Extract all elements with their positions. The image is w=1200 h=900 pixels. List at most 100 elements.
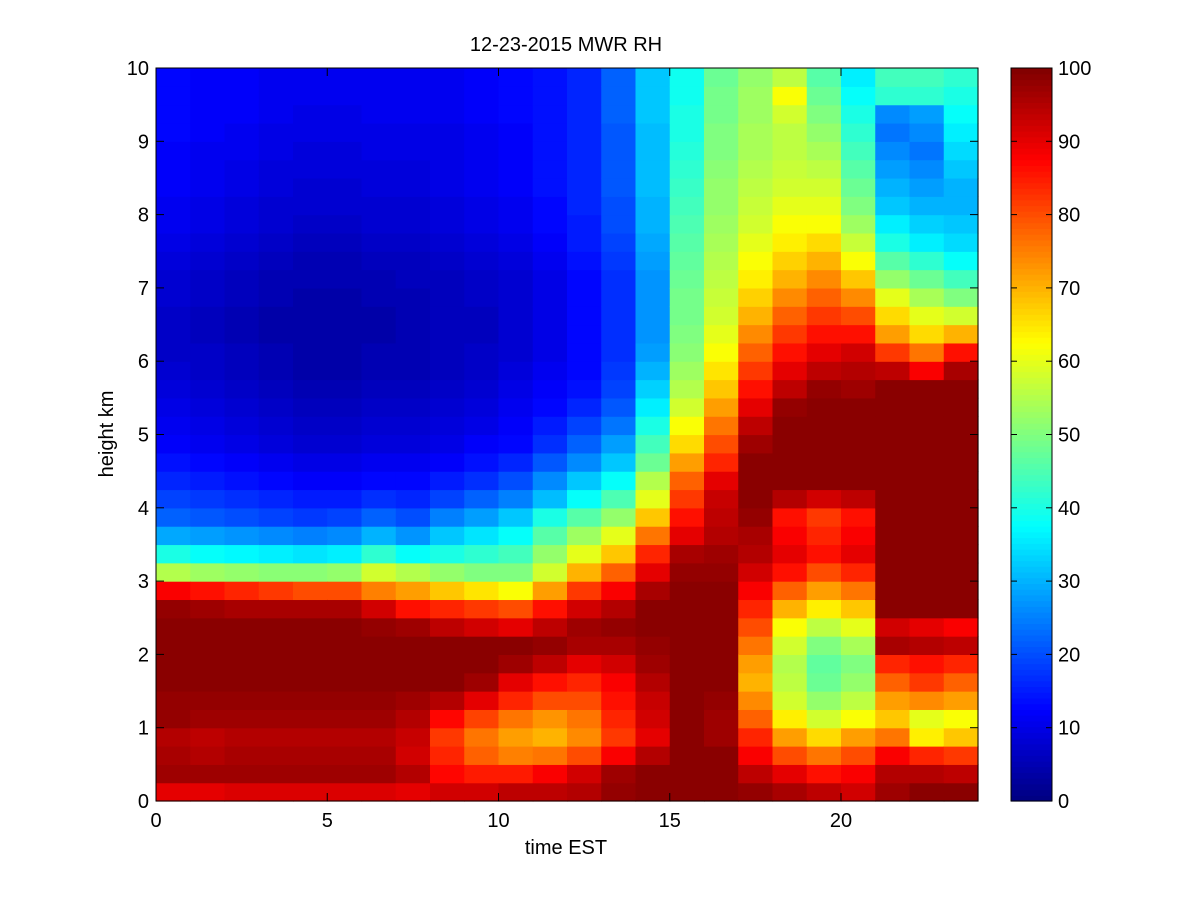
heatmap-cell xyxy=(772,269,808,289)
colorbar-swatch xyxy=(1011,234,1052,241)
heatmap-cell xyxy=(327,617,363,637)
heatmap-cell xyxy=(806,232,842,252)
heatmap-cell xyxy=(395,196,431,216)
heatmap-cell xyxy=(395,104,431,124)
heatmap-cell xyxy=(361,324,397,344)
heatmap-cell xyxy=(156,324,191,344)
heatmap-cell xyxy=(909,581,945,601)
heatmap-cell xyxy=(704,214,739,234)
heatmap-cell xyxy=(224,471,260,491)
heatmap-cell xyxy=(430,379,465,399)
heatmap-cell xyxy=(841,526,876,546)
heatmap-cell xyxy=(430,727,465,747)
heatmap-cell xyxy=(567,599,602,619)
heatmap-cell xyxy=(806,764,842,784)
heatmap-cell xyxy=(190,471,226,491)
heatmap-cell xyxy=(601,526,637,546)
heatmap-cell xyxy=(430,214,465,234)
heatmap-cell xyxy=(875,727,911,747)
colorbar-swatch xyxy=(1011,428,1052,436)
heatmap-cell xyxy=(635,654,671,674)
heatmap-cell xyxy=(635,196,671,216)
heatmap-cell xyxy=(464,746,500,765)
heatmap-cell xyxy=(772,306,808,326)
heatmap-cell xyxy=(601,672,637,692)
heatmap-cell xyxy=(464,672,500,692)
heatmap-cell xyxy=(156,764,191,784)
heatmap-cell xyxy=(738,746,774,765)
colorbar-swatch xyxy=(1011,526,1052,533)
heatmap-cell xyxy=(738,562,774,582)
heatmap-cell xyxy=(875,636,911,655)
heatmap-cell xyxy=(498,342,534,362)
heatmap-cell xyxy=(841,416,876,436)
heatmap-cell xyxy=(704,159,739,179)
heatmap-cell xyxy=(738,654,774,674)
heatmap-cell xyxy=(361,342,397,362)
heatmap-cell xyxy=(909,269,945,289)
colorbar-swatch xyxy=(1011,79,1052,86)
heatmap-cell xyxy=(841,214,876,234)
colorbar-swatch xyxy=(1011,325,1052,333)
heatmap-cell xyxy=(293,691,328,710)
heatmap-cell xyxy=(601,782,637,802)
heatmap-cell xyxy=(875,562,911,582)
colorbar-swatch xyxy=(1011,560,1052,567)
heatmap-cell xyxy=(704,251,739,271)
heatmap-cell xyxy=(635,214,671,234)
heatmap-cell xyxy=(909,379,945,399)
heatmap-cell xyxy=(361,397,397,417)
heatmap-cell xyxy=(601,214,637,234)
heatmap-cell xyxy=(361,141,397,161)
heatmap-cell xyxy=(464,324,500,344)
heatmap-cell xyxy=(909,122,945,142)
heatmap-cell xyxy=(361,489,397,509)
heatmap-cell xyxy=(430,251,465,271)
heatmap-cell xyxy=(361,86,397,106)
heatmap-cell xyxy=(190,232,226,252)
heatmap-cell xyxy=(190,379,226,399)
heatmap-cell xyxy=(841,581,876,601)
heatmap-cell xyxy=(567,141,602,161)
heatmap-cell xyxy=(430,709,465,729)
heatmap-cell xyxy=(704,141,739,161)
heatmap-cell xyxy=(532,214,568,234)
heatmap-cell xyxy=(361,727,397,747)
heatmap-cell xyxy=(635,581,671,601)
colorbar-swatch xyxy=(1011,680,1052,688)
heatmap-cell xyxy=(395,214,431,234)
heatmap-cell xyxy=(430,471,465,491)
heatmap-cell xyxy=(909,452,945,472)
heatmap-cell xyxy=(704,232,739,252)
heatmap-cell xyxy=(909,287,945,307)
heatmap-cell xyxy=(498,782,534,802)
heatmap-cell xyxy=(875,434,911,454)
heatmap-cell xyxy=(635,287,671,307)
heatmap-cell xyxy=(258,287,294,307)
heatmap-cell xyxy=(601,416,637,436)
heatmap-cell xyxy=(704,746,739,765)
heatmap-cell xyxy=(738,269,774,289)
heatmap-cell xyxy=(943,562,979,582)
heatmap-cell xyxy=(943,581,979,601)
heatmap-cell xyxy=(532,232,568,252)
heatmap-cell xyxy=(841,177,876,197)
heatmap-cell xyxy=(190,342,226,362)
heatmap-cell xyxy=(532,599,568,619)
x-axis: 0 5 10 15 20 xyxy=(150,68,852,832)
heatmap-cell xyxy=(635,361,671,381)
colorbar-tick-label: 10 xyxy=(1058,718,1080,740)
heatmap-cell xyxy=(156,471,191,491)
heatmap-cell xyxy=(806,361,842,381)
heatmap-cell xyxy=(361,159,397,179)
heatmap-cell xyxy=(567,636,602,655)
heatmap-cell xyxy=(224,709,260,729)
colorbar-swatch xyxy=(1011,497,1052,504)
heatmap-cell xyxy=(704,196,739,216)
heatmap-cell xyxy=(190,68,226,87)
heatmap-cell xyxy=(635,379,671,399)
heatmap-cell xyxy=(738,416,774,436)
heatmap-cell xyxy=(738,361,774,381)
heatmap-cell xyxy=(841,397,876,417)
heatmap-cell xyxy=(841,251,876,271)
